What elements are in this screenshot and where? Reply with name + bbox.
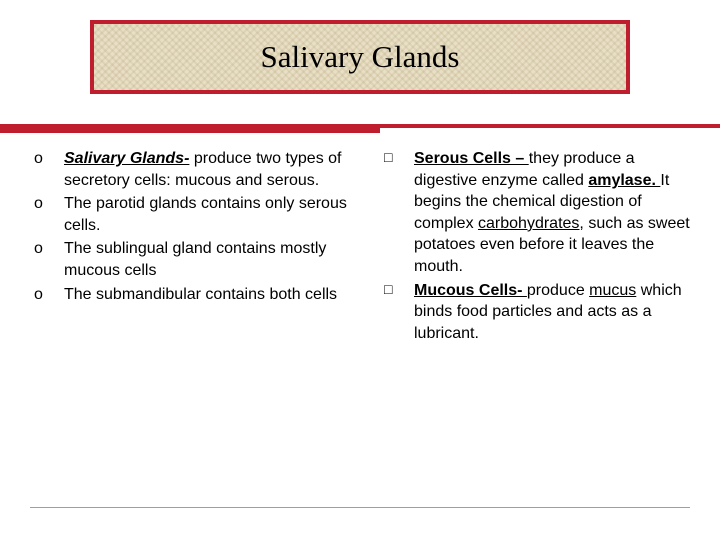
slide-title: Salivary Glands — [261, 39, 460, 75]
bullet-o-icon: o — [30, 148, 64, 191]
accent-bar-thin — [380, 124, 720, 128]
left-column: oSalivary Glands- produce two types of s… — [30, 148, 360, 346]
list-item-text: The submandibular contains both cells — [64, 284, 360, 306]
content-columns: oSalivary Glands- produce two types of s… — [30, 148, 690, 346]
list-item-text: Mucous Cells- produce mucus which binds … — [414, 280, 690, 345]
bullet-o-icon: o — [30, 284, 64, 306]
list-item: □Serous Cells – they produce a digestive… — [380, 148, 690, 278]
list-item-text: The parotid glands contains only serous … — [64, 193, 360, 236]
list-item: oThe parotid glands contains only serous… — [30, 193, 360, 236]
list-item-text: The sublingual gland contains mostly muc… — [64, 238, 360, 281]
bullet-square-icon: □ — [380, 280, 414, 345]
list-item: oThe submandibular contains both cells — [30, 284, 360, 306]
right-column: □Serous Cells – they produce a digestive… — [380, 148, 690, 346]
list-item-text: Serous Cells – they produce a digestive … — [414, 148, 690, 278]
list-item: oThe sublingual gland contains mostly mu… — [30, 238, 360, 281]
list-item: oSalivary Glands- produce two types of s… — [30, 148, 360, 191]
bullet-square-icon: □ — [380, 148, 414, 278]
list-item: □Mucous Cells- produce mucus which binds… — [380, 280, 690, 345]
footer-rule — [30, 507, 690, 508]
bullet-o-icon: o — [30, 193, 64, 236]
accent-bar-thick — [0, 124, 380, 133]
list-item-text: Salivary Glands- produce two types of se… — [64, 148, 360, 191]
bullet-o-icon: o — [30, 238, 64, 281]
title-box: Salivary Glands — [90, 20, 630, 94]
